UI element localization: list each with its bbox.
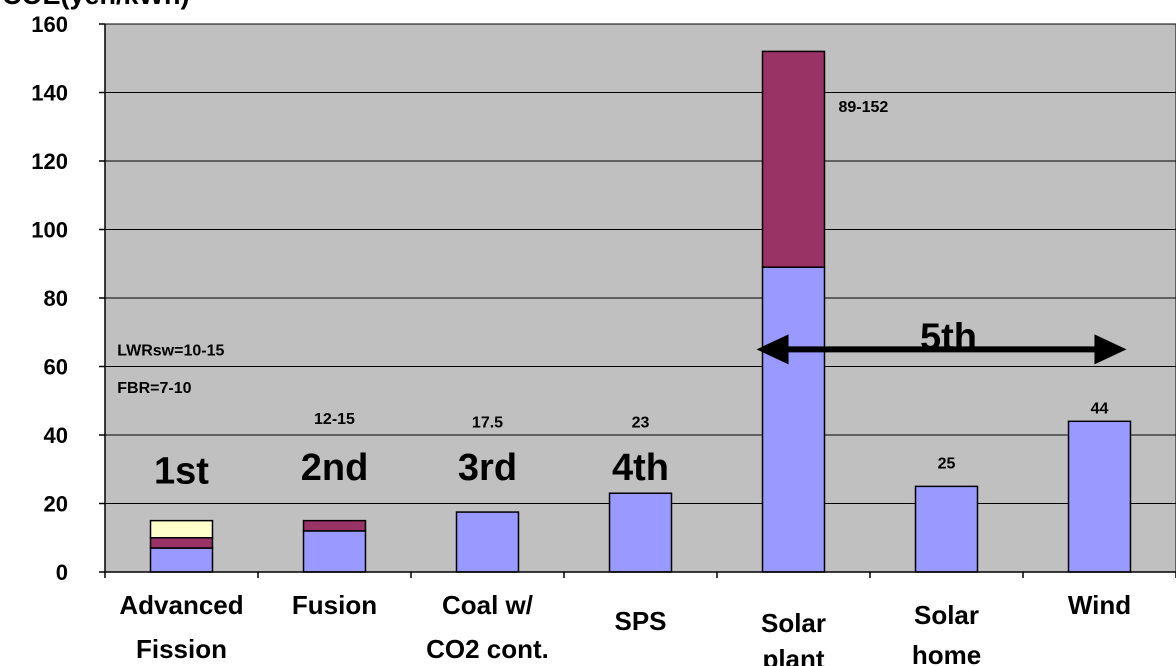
- data-label: 17.5: [472, 414, 503, 431]
- category-label: Solar: [761, 608, 826, 638]
- y-tick-label: 80: [44, 286, 68, 311]
- generation-label: 3rd: [458, 447, 517, 489]
- data-labels: LWRsw=10-15 FBR=7-10 12-15 17.5 23 89-152 25 44: [117, 99, 1108, 472]
- y-tick-label: 0: [56, 560, 68, 585]
- category-label: home: [912, 640, 981, 666]
- category-label: Solar: [914, 600, 979, 630]
- bar-segment: [761, 50, 826, 268]
- category-label: CO2 cont.: [426, 634, 549, 664]
- category-label: Fission: [136, 634, 227, 664]
- category-label: Coal w/: [442, 590, 533, 620]
- bar-segment: [761, 266, 826, 573]
- generation-label: 2nd: [301, 447, 369, 489]
- data-label: 25: [938, 455, 956, 472]
- bar-segment: [302, 530, 367, 573]
- y-axis-title: COE(yen/kWh): [2, 0, 190, 10]
- y-tick-label: 60: [44, 355, 68, 380]
- category-label: SPS: [614, 606, 666, 636]
- data-label: 89-152: [838, 99, 888, 116]
- y-tick-label: 40: [44, 423, 68, 448]
- bar-segment: [608, 492, 673, 573]
- y-tick-label: 160: [31, 12, 68, 37]
- y-tick-labels: 0 20 40 60 80 100 120 140 160: [31, 12, 68, 585]
- category-label: plant: [762, 644, 824, 666]
- y-tick-label: 120: [31, 149, 68, 174]
- category-labels: Advanced Fission Fusion Coal w/CO2 cont. SPS…: [119, 590, 1131, 666]
- bar-segment: [302, 519, 367, 532]
- category-label: Fusion: [292, 590, 377, 620]
- data-label: FBR=7-10: [117, 380, 191, 397]
- bar-segment: [1067, 420, 1132, 573]
- arrow-head-right: [1094, 334, 1127, 365]
- y-tick-label: 140: [31, 81, 68, 106]
- y-tick-label: 20: [44, 492, 68, 517]
- bar-segment: [149, 537, 214, 549]
- bar-segment: [914, 485, 979, 573]
- axes: [99, 23, 1176, 578]
- data-label: 23: [632, 414, 650, 431]
- category-label: Advanced: [119, 590, 243, 620]
- range-arrow: [756, 334, 1127, 365]
- data-label: 12-15: [314, 411, 355, 428]
- data-label: 44: [1091, 401, 1109, 418]
- category-label: Wind: [1068, 590, 1131, 620]
- bar-segment: [149, 519, 214, 539]
- bar-segment: [455, 511, 520, 573]
- generation-label: 1st: [154, 450, 209, 492]
- arrow-head-left: [756, 334, 789, 365]
- data-label: LWRsw=10-15: [117, 342, 224, 359]
- generation-label: 4th: [612, 447, 669, 489]
- y-tick-label: 100: [31, 218, 68, 243]
- bar-segment: [149, 547, 214, 573]
